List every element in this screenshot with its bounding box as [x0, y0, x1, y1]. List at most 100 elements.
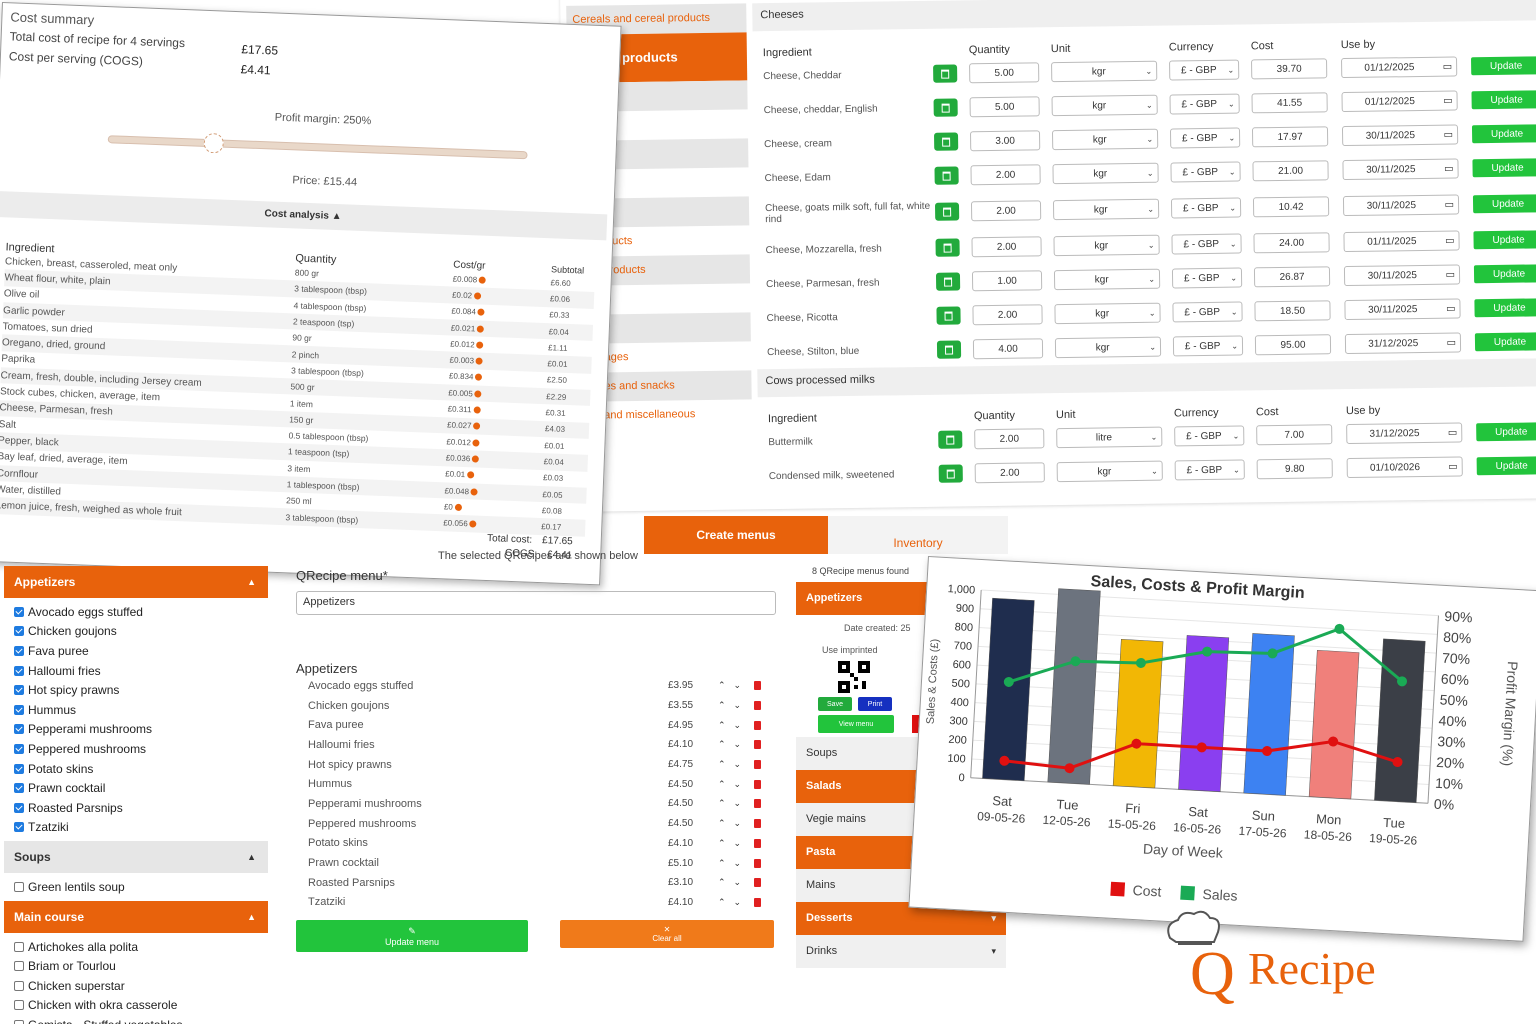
use-by-date-input[interactable]: 01/11/2025 ▭ [1343, 230, 1460, 253]
delete-button[interactable] [938, 464, 963, 483]
reorder-arrows-icon[interactable]: ⌃⌄ [718, 778, 750, 789]
cost-input[interactable]: 21.00 [1252, 160, 1329, 182]
use-by-date-input[interactable]: 30/11/2025 ▭ [1343, 264, 1461, 287]
trash-icon[interactable] [754, 701, 761, 711]
info-icon[interactable] [473, 406, 481, 414]
reorder-arrows-icon[interactable]: ⌃⌄ [718, 759, 750, 770]
profit-margin-slider[interactable] [107, 132, 528, 160]
checkbox[interactable] [14, 743, 24, 754]
info-icon[interactable] [477, 325, 485, 333]
update-button[interactable]: Update [1471, 124, 1536, 144]
group-header-appetizers[interactable]: Appetizers ▲ [4, 566, 268, 598]
unit-select[interactable]: kgr ⌄ [1056, 460, 1163, 483]
delete-button[interactable] [934, 166, 959, 185]
currency-select[interactable]: £ - GBP ⌄ [1170, 197, 1242, 219]
quantity-input[interactable]: 2.00 [972, 304, 1043, 326]
trash-icon[interactable] [754, 740, 761, 750]
currency-select[interactable]: £ - GBP ⌄ [1174, 459, 1245, 481]
checkbox[interactable] [14, 1019, 24, 1024]
checkbox[interactable] [14, 980, 24, 991]
update-button[interactable]: Update [1474, 298, 1536, 318]
update-button[interactable]: Update [1472, 158, 1536, 178]
update-button[interactable]: Update [1474, 332, 1536, 352]
reorder-arrows-icon[interactable]: ⌃⌄ [718, 719, 750, 730]
use-by-date-input[interactable]: 01/10/2026 ▭ [1346, 456, 1463, 479]
delete-button[interactable] [934, 202, 960, 221]
delete-button[interactable] [934, 132, 959, 151]
currency-select[interactable]: £ - GBP ⌄ [1169, 59, 1240, 81]
tab-create-menus[interactable]: Create menus [644, 516, 828, 554]
delete-button[interactable] [933, 98, 958, 117]
reorder-arrows-icon[interactable]: ⌃⌄ [718, 896, 750, 907]
trash-icon[interactable] [754, 681, 761, 691]
trash-icon[interactable] [754, 878, 761, 888]
update-menu-button[interactable]: ✎ Update menu [296, 920, 528, 953]
recipe-checkbox-item[interactable]: Briam or Tourlou [4, 956, 268, 976]
delete-menu-button[interactable] [912, 715, 922, 733]
unit-select[interactable]: kgr ⌄ [1051, 128, 1159, 151]
save-button[interactable]: Save [818, 697, 852, 711]
reorder-arrows-icon[interactable]: ⌃⌄ [718, 680, 750, 691]
quantity-input[interactable]: 5.00 [969, 62, 1040, 84]
cost-input[interactable]: 10.42 [1252, 196, 1330, 218]
unit-select[interactable]: litre ⌄ [1056, 426, 1163, 449]
update-button[interactable]: Update [1471, 90, 1536, 110]
unit-select[interactable]: kgr ⌄ [1051, 94, 1158, 117]
unit-select[interactable]: kgr ⌄ [1052, 198, 1160, 221]
checkbox[interactable] [14, 665, 24, 676]
use-by-date-input[interactable]: 31/12/2025 ▭ [1346, 422, 1463, 445]
quantity-input[interactable]: 3.00 [969, 130, 1041, 152]
info-icon[interactable] [479, 276, 487, 284]
cost-analysis-toggle[interactable]: Cost analysis ▲ [0, 191, 608, 241]
info-icon[interactable] [472, 455, 480, 463]
clear-all-button[interactable]: ✕ Clear all [560, 920, 774, 949]
cost-input[interactable]: 24.00 [1253, 232, 1330, 254]
unit-select[interactable]: kgr ⌄ [1054, 302, 1161, 325]
print-button[interactable]: Print [858, 697, 892, 711]
recipe-checkbox-item[interactable]: Gemista - Stuffed vegetables [4, 1015, 268, 1024]
recipe-checkbox-item[interactable]: Chicken superstar [4, 976, 268, 996]
checkbox[interactable] [14, 822, 24, 833]
delete-button[interactable] [936, 306, 961, 325]
slider-handle[interactable] [203, 132, 225, 154]
cost-input[interactable]: 39.70 [1251, 58, 1328, 80]
unit-select[interactable]: kgr ⌄ [1053, 234, 1160, 257]
currency-select[interactable]: £ - GBP ⌄ [1174, 425, 1245, 447]
menu-name-input[interactable]: Appetizers [296, 591, 776, 615]
checkbox[interactable] [14, 724, 24, 735]
reorder-arrows-icon[interactable]: ⌃⌄ [718, 877, 750, 888]
recipe-checkbox-item[interactable]: Chicken goujons [4, 622, 268, 642]
delete-button[interactable] [935, 238, 960, 257]
reorder-arrows-icon[interactable]: ⌃⌄ [718, 837, 750, 848]
delete-button[interactable] [933, 64, 958, 83]
recipe-checkbox-item[interactable]: Avocado eggs stuffed [4, 602, 268, 622]
checkbox[interactable] [14, 881, 24, 892]
use-by-date-input[interactable]: 30/11/2025 ▭ [1344, 298, 1461, 321]
cost-input[interactable]: 17.97 [1251, 126, 1329, 148]
recipe-checkbox-item[interactable]: Artichokes alla polita [4, 937, 268, 957]
use-by-date-input[interactable]: 30/11/2025 ▭ [1342, 158, 1459, 181]
delete-button[interactable] [936, 340, 962, 359]
use-by-date-input[interactable]: 30/11/2025 ▭ [1342, 194, 1460, 217]
reorder-arrows-icon[interactable]: ⌃⌄ [718, 798, 750, 809]
currency-select[interactable]: £ - GBP ⌄ [1169, 127, 1241, 149]
recipe-checkbox-item[interactable]: Green lentils soup [4, 877, 268, 897]
checkbox[interactable] [14, 685, 24, 696]
trash-icon[interactable] [754, 720, 761, 730]
checkbox[interactable] [14, 941, 24, 952]
trash-icon[interactable] [754, 760, 761, 770]
currency-select[interactable]: £ - GBP ⌄ [1169, 93, 1240, 115]
checkbox[interactable] [14, 606, 24, 617]
info-icon[interactable] [477, 308, 486, 316]
info-icon[interactable] [475, 357, 484, 365]
quantity-input[interactable]: 5.00 [969, 96, 1040, 118]
trash-icon[interactable] [754, 897, 761, 907]
use-by-date-input[interactable]: 01/12/2025 ▭ [1340, 56, 1458, 79]
info-icon[interactable] [472, 439, 481, 447]
view-menu-button[interactable]: View menu [818, 715, 894, 733]
unit-select[interactable]: kgr ⌄ [1053, 268, 1161, 291]
currency-select[interactable]: £ - GBP ⌄ [1171, 233, 1242, 255]
cost-input[interactable]: 18.50 [1254, 300, 1331, 322]
checkbox[interactable] [14, 961, 24, 972]
checkbox[interactable] [14, 783, 24, 794]
